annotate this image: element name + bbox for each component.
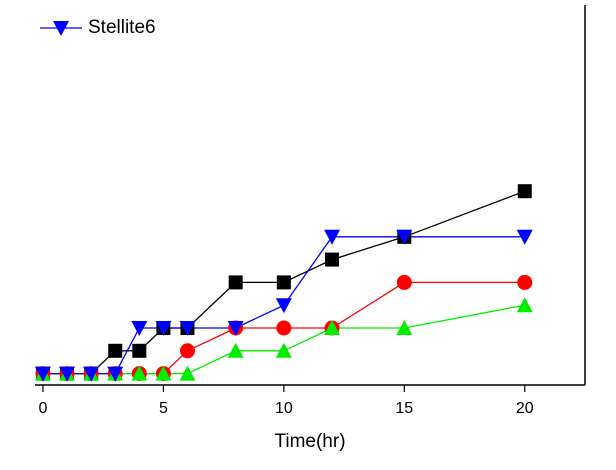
data-point <box>396 320 413 335</box>
x-tick-label: 15 <box>395 400 413 417</box>
data-point <box>131 321 148 336</box>
data-point <box>324 320 341 335</box>
data-point <box>179 365 196 381</box>
x-tick-label: 0 <box>38 400 47 417</box>
data-point <box>517 274 533 290</box>
data-point <box>275 342 292 358</box>
data-point <box>227 321 244 336</box>
data-point <box>517 184 532 199</box>
data-point <box>155 365 172 381</box>
data-point <box>516 229 533 245</box>
data-point <box>276 320 292 336</box>
x-tick-label: 5 <box>159 400 168 417</box>
legend-marker <box>53 21 69 36</box>
data-point <box>108 343 123 358</box>
x-tick-label: 10 <box>275 400 293 417</box>
data-point <box>275 298 292 314</box>
data-point <box>34 366 51 382</box>
data-point <box>179 343 195 359</box>
data-point <box>155 321 172 336</box>
data-point <box>107 366 124 382</box>
data-point <box>516 297 533 313</box>
data-point <box>228 275 243 290</box>
data-point <box>132 343 147 358</box>
legend-label: Stellite6 <box>88 17 156 38</box>
data-point <box>325 252 340 267</box>
data-point <box>227 342 244 358</box>
x-tick-label: 20 <box>516 400 534 417</box>
data-point <box>324 229 341 245</box>
data-point <box>179 321 196 336</box>
series-line <box>42 304 525 375</box>
data-point <box>276 275 291 290</box>
data-point <box>59 366 76 382</box>
data-point <box>396 229 413 245</box>
data-point <box>131 365 148 381</box>
data-point <box>396 274 412 290</box>
x-axis-title: Time(hr) <box>274 431 345 452</box>
data-point <box>83 366 100 382</box>
